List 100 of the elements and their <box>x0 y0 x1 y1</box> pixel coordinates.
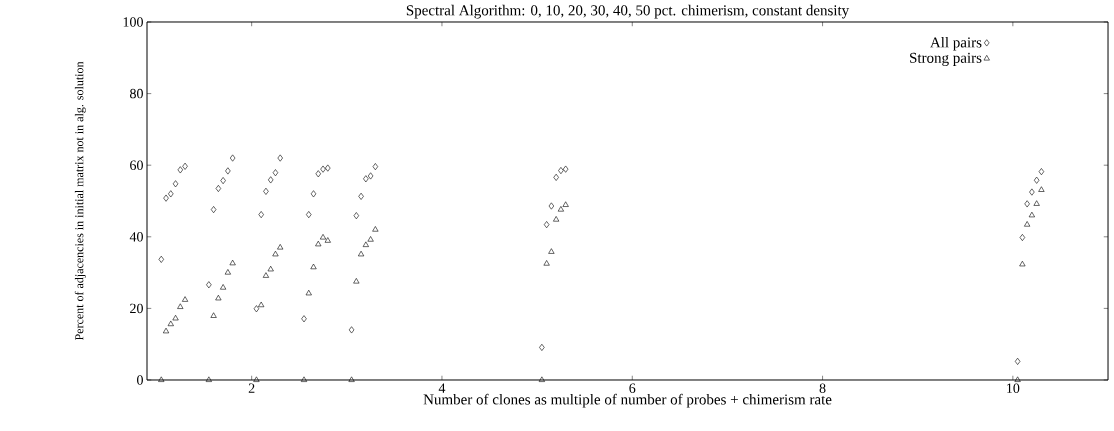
point <box>305 289 312 296</box>
point <box>358 192 364 200</box>
point <box>206 281 212 289</box>
point <box>315 170 321 178</box>
y-axis-title: Percent of adjacencies in initial matrix not in alg. solution <box>74 61 86 341</box>
point <box>363 175 369 183</box>
point <box>253 305 260 313</box>
y-tick-label: 0 <box>137 375 143 385</box>
point <box>372 226 379 232</box>
point <box>306 211 312 219</box>
point <box>253 376 260 382</box>
x-tick-label: 2 <box>248 383 255 393</box>
point <box>310 190 317 198</box>
x-tick-label: 6 <box>629 383 636 393</box>
point <box>262 272 270 278</box>
point <box>163 194 169 202</box>
point <box>362 241 369 247</box>
point <box>177 166 183 174</box>
point <box>224 269 231 275</box>
point <box>539 343 545 351</box>
point <box>267 265 274 272</box>
point <box>1024 200 1030 208</box>
point <box>353 278 360 284</box>
point <box>315 240 322 247</box>
point <box>177 303 184 309</box>
point <box>272 250 279 257</box>
point <box>168 190 174 198</box>
x-axis-title: Number of clones as multiple of number of probes + chimerism rate <box>423 393 832 408</box>
point <box>229 259 236 266</box>
point <box>167 320 174 327</box>
point <box>1014 357 1021 365</box>
point <box>538 376 545 382</box>
legend-label: All pairs <box>930 36 982 51</box>
point <box>272 169 279 177</box>
point <box>548 248 555 254</box>
point <box>220 177 226 185</box>
point <box>182 162 188 170</box>
point <box>1038 186 1045 192</box>
y-tick-label: 80 <box>130 88 143 99</box>
point <box>348 376 355 382</box>
point <box>1033 176 1040 184</box>
point <box>172 314 179 321</box>
point <box>215 184 222 192</box>
legend-label: Strong pairs <box>910 52 982 66</box>
point <box>162 327 170 334</box>
point <box>229 154 236 162</box>
point <box>358 250 365 257</box>
chart-title: Spectral Algorithm: 0, 10, 20, 30, 40, 50 pct. chimerism, constant density <box>406 4 850 19</box>
point <box>210 312 217 318</box>
point <box>1033 200 1040 206</box>
point <box>1024 221 1031 227</box>
y-tick-label: 40 <box>129 232 143 242</box>
point <box>1028 211 1035 218</box>
point <box>562 201 569 207</box>
point <box>300 376 308 382</box>
point <box>220 284 227 290</box>
point <box>367 236 374 242</box>
point <box>205 376 212 382</box>
point <box>372 163 379 171</box>
point <box>367 172 374 180</box>
point <box>1038 168 1045 176</box>
point <box>558 167 564 175</box>
point <box>348 326 355 334</box>
point <box>1029 188 1035 196</box>
point <box>158 255 164 263</box>
y-tick-label: 20 <box>130 303 143 314</box>
point <box>181 296 189 302</box>
point <box>310 263 317 270</box>
point <box>557 206 564 212</box>
y-tick-label: 60 <box>130 160 143 170</box>
point <box>301 315 307 323</box>
point <box>543 260 550 266</box>
point <box>268 176 274 184</box>
point <box>172 180 179 188</box>
point <box>320 165 326 173</box>
point <box>319 234 327 240</box>
point <box>553 173 559 181</box>
x-tick-label: 8 <box>819 383 826 393</box>
point <box>353 212 360 220</box>
point <box>225 167 231 175</box>
point <box>548 202 555 210</box>
point <box>324 237 331 243</box>
point <box>1019 260 1026 267</box>
point <box>277 244 284 250</box>
point <box>158 376 165 382</box>
x-tick-label: 10 <box>1007 383 1020 393</box>
point <box>263 187 269 195</box>
point <box>258 301 265 308</box>
point <box>562 165 569 173</box>
y-tick-label: 100 <box>123 17 143 27</box>
x-tick-label: 4 <box>438 383 446 393</box>
point <box>543 221 550 229</box>
point <box>553 216 560 222</box>
point <box>277 154 283 162</box>
point <box>325 164 331 172</box>
point <box>215 294 222 301</box>
point <box>258 211 264 219</box>
point <box>1019 234 1026 242</box>
point <box>210 206 217 214</box>
point <box>1014 376 1021 382</box>
